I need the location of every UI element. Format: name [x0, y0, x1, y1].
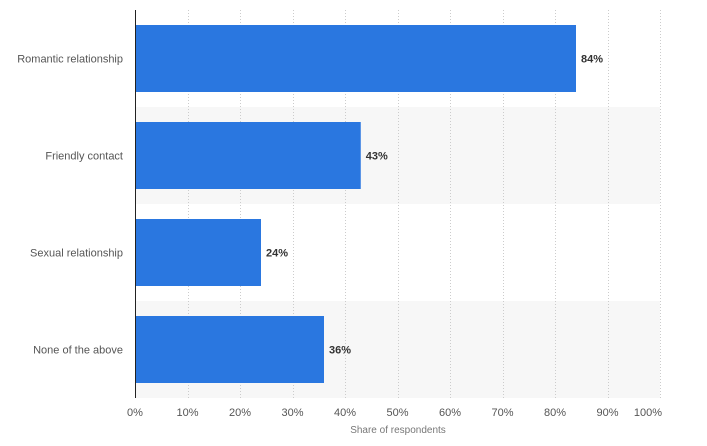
x-tick-label: 70% — [491, 407, 513, 419]
x-tick-label: 80% — [544, 407, 566, 419]
category-label: Romantic relationship — [17, 54, 123, 66]
x-tick-label: 0% — [127, 407, 143, 419]
bar — [136, 122, 361, 189]
data-label: 84% — [581, 54, 603, 66]
x-tick-label: 30% — [281, 407, 303, 419]
x-tick-label: 40% — [334, 407, 356, 419]
x-tick-label: 20% — [229, 407, 251, 419]
bar — [136, 25, 576, 92]
data-label: 43% — [366, 151, 388, 163]
x-tick-label: 60% — [439, 407, 461, 419]
category-labels: Romantic relationship Friendly contact Sex… — [17, 54, 123, 357]
x-tick-label: 10% — [176, 407, 198, 419]
data-label: 36% — [329, 345, 351, 357]
category-label: Sexual relationship — [30, 248, 123, 260]
bar — [136, 219, 261, 286]
x-tick-labels: 0% 10% 20% 30% 40% 50% 60% 70% 80% 90% 100% — [127, 407, 662, 419]
data-label: 24% — [266, 248, 288, 260]
bar — [136, 316, 324, 383]
bars — [136, 25, 576, 383]
category-label: None of the above — [33, 345, 123, 357]
x-tick-label: 100% — [634, 407, 662, 419]
data-labels: 84% 43% 24% 36% — [266, 54, 603, 357]
x-tick-label: 50% — [386, 407, 408, 419]
x-tick-label: 90% — [596, 407, 618, 419]
x-axis-title: Share of respondents — [350, 425, 446, 436]
category-label: Friendly contact — [45, 151, 123, 163]
